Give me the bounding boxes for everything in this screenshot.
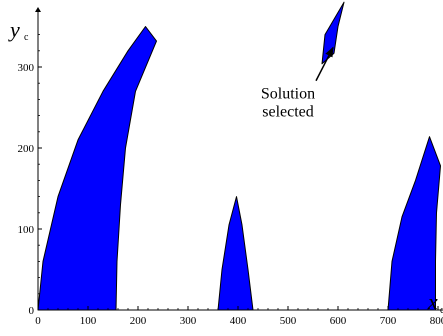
x-tick-label: 700 — [380, 315, 397, 327]
x-axis-label-subscript: c — [440, 305, 443, 316]
x-tick-label: 800 — [430, 315, 443, 327]
annotation-text-line: selected — [262, 104, 314, 121]
y-tick-label: 300 — [18, 62, 35, 74]
region-2 — [217, 196, 254, 311]
region-3 — [387, 136, 441, 311]
ticks-layer — [37, 34, 439, 311]
regions-layer — [37, 1, 441, 311]
x-tick-label: 500 — [280, 315, 297, 327]
y-tick-label: 200 — [18, 143, 35, 155]
x-axis-label: x — [427, 289, 438, 314]
y-tick-label: 100 — [18, 224, 35, 236]
annotation-text-line: Solution — [261, 86, 315, 103]
region-1 — [37, 26, 157, 311]
annotation-arrow — [315, 46, 334, 82]
labels-layer: 01002003004005006007008000100200300xcyc — [8, 17, 443, 327]
y-axis-label-subscript: c — [24, 32, 29, 43]
x-tick-label: 100 — [80, 315, 97, 327]
x-tick-label: 0 — [35, 315, 41, 327]
y-tick-label: 0 — [29, 305, 35, 317]
y-axis-arrow — [35, 7, 41, 12]
x-tick-label: 200 — [130, 315, 147, 327]
y-axis-label: y — [8, 17, 20, 42]
region-4 — [321, 1, 345, 65]
x-tick-label: 300 — [180, 315, 197, 327]
x-tick-label: 600 — [330, 315, 347, 327]
x-tick-label: 400 — [230, 315, 247, 327]
